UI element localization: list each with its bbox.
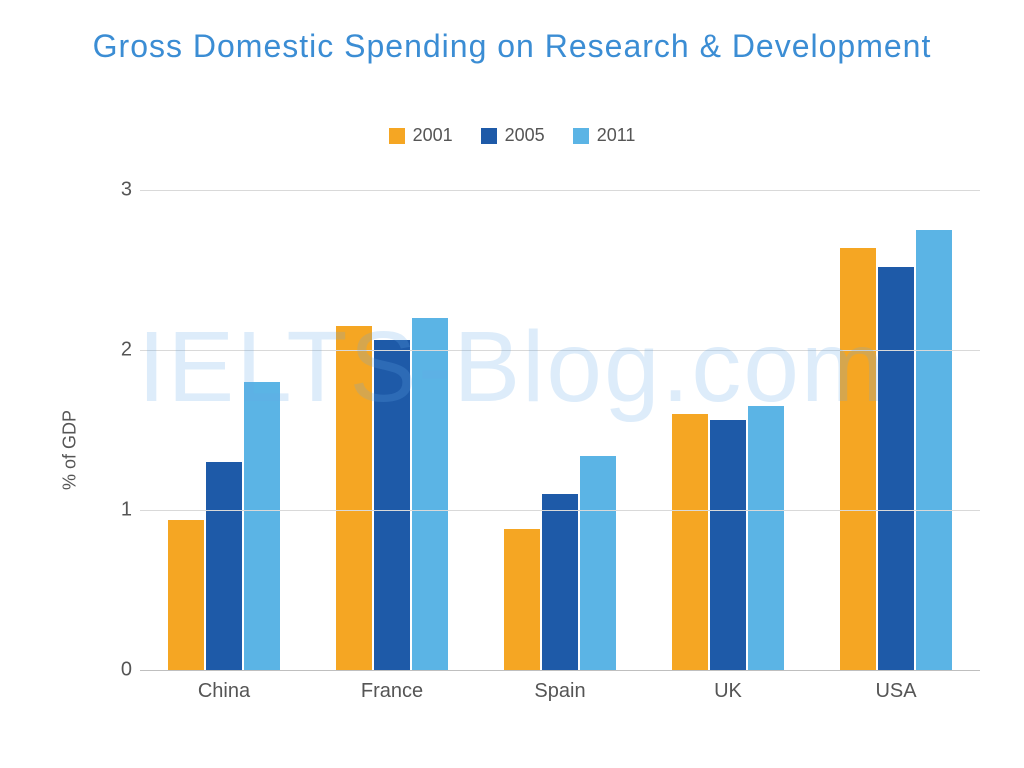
bar xyxy=(374,340,410,670)
bar xyxy=(542,494,578,670)
x-tick-label: Spain xyxy=(476,680,644,703)
bar xyxy=(504,529,540,670)
y-tick-label: 2 xyxy=(112,339,132,362)
bar xyxy=(412,318,448,670)
y-tick-label: 1 xyxy=(112,499,132,522)
legend-swatch xyxy=(481,128,497,144)
legend-swatch xyxy=(573,128,589,144)
bar-group xyxy=(812,190,980,670)
legend-item: 2011 xyxy=(573,125,636,146)
legend-item: 2001 xyxy=(389,125,453,146)
gridline xyxy=(140,350,980,351)
bar xyxy=(840,248,876,670)
bar xyxy=(206,462,242,670)
bar xyxy=(336,326,372,670)
gridline xyxy=(140,670,980,671)
bar xyxy=(878,267,914,670)
bar xyxy=(748,406,784,670)
gridline xyxy=(140,510,980,511)
bar xyxy=(244,382,280,670)
bar-groups xyxy=(140,190,980,670)
bar xyxy=(710,420,746,670)
legend-item: 2005 xyxy=(481,125,545,146)
bar-group xyxy=(140,190,308,670)
legend: 2001 2005 2011 xyxy=(0,125,1024,146)
legend-swatch xyxy=(389,128,405,144)
legend-label: 2011 xyxy=(597,125,636,146)
bar xyxy=(580,456,616,670)
chart-title: Gross Domestic Spending on Research & De… xyxy=(0,0,1024,65)
x-tick-label: USA xyxy=(812,680,980,703)
gridline xyxy=(140,190,980,191)
y-axis-label: % of GDP xyxy=(60,410,81,490)
bar xyxy=(916,230,952,670)
x-tick-label: UK xyxy=(644,680,812,703)
x-tick-label: France xyxy=(308,680,476,703)
bar-group xyxy=(644,190,812,670)
y-tick-label: 3 xyxy=(112,179,132,202)
bar xyxy=(168,520,204,670)
legend-label: 2005 xyxy=(505,125,545,146)
legend-label: 2001 xyxy=(413,125,453,146)
bar-group xyxy=(476,190,644,670)
y-tick-label: 0 xyxy=(112,659,132,682)
plot-region: 0123 xyxy=(140,190,980,670)
x-axis-labels: ChinaFranceSpainUKUSA xyxy=(140,680,980,703)
bar-group xyxy=(308,190,476,670)
chart-area: % of GDP 0123 ChinaFranceSpainUKUSA xyxy=(100,190,980,710)
x-tick-label: China xyxy=(140,680,308,703)
bar xyxy=(672,414,708,670)
